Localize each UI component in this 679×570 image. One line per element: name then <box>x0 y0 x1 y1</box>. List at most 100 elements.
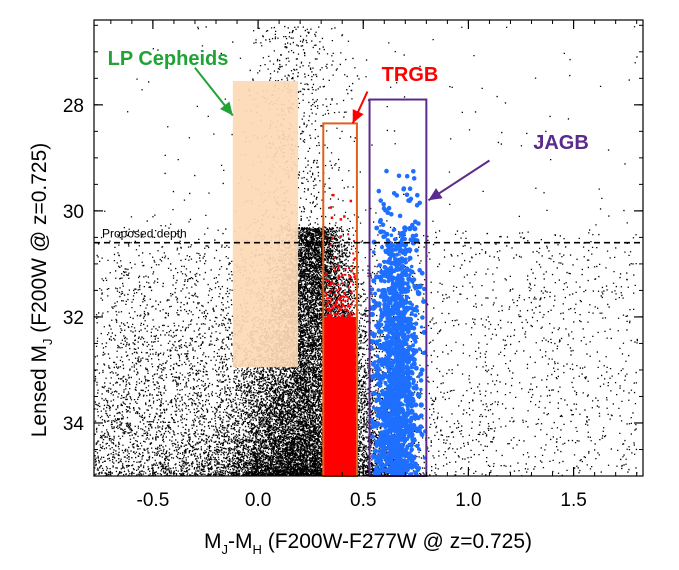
jagb-point <box>393 267 398 272</box>
jagb-point <box>410 233 416 239</box>
jagb-point <box>417 200 423 206</box>
jagb-point <box>414 426 420 433</box>
jagb-point <box>379 430 384 435</box>
jagb-point <box>371 390 377 396</box>
jagb-point <box>374 406 380 412</box>
jagb-point <box>417 347 422 351</box>
jagb-point <box>413 313 418 318</box>
y-axis-label-main: Lensed M <box>28 345 51 437</box>
jagb-point <box>410 334 416 340</box>
jagb-point <box>401 460 406 465</box>
jagb-point <box>397 467 402 472</box>
x-axis-label-sub1: J <box>222 542 229 557</box>
y-axis-label: Lensed MJ (F200W @ z=0.725) <box>28 143 55 438</box>
jagb-point <box>400 347 406 353</box>
jagb-point <box>397 250 402 254</box>
jagb-point <box>401 403 405 407</box>
jagb-point <box>376 375 383 381</box>
jagb-point <box>382 346 388 351</box>
jagb-point <box>402 354 407 358</box>
jagb-point <box>385 297 390 302</box>
jagb-point <box>388 335 392 339</box>
x-axis-label: MJ-MH (F200W-F277W @ z=0.725) <box>204 530 532 557</box>
jagb-point <box>403 298 407 303</box>
jagb-point <box>414 248 419 253</box>
jagb-point <box>414 471 419 475</box>
jagb-point <box>408 370 413 375</box>
jagb-point <box>389 212 394 217</box>
jagb-point <box>374 274 379 280</box>
y-tick-label: 34 <box>63 414 85 435</box>
lp-cepheids-label: LP Cepheids <box>108 48 229 70</box>
jagb-point <box>378 198 384 203</box>
jagb-point <box>383 407 387 411</box>
jagb-point <box>401 358 406 364</box>
jagb-point <box>390 311 396 316</box>
jagb-point <box>405 446 410 451</box>
y-tick-label: 32 <box>63 308 84 329</box>
jagb-point <box>383 424 388 430</box>
jagb-point <box>383 248 387 253</box>
jagb-point <box>370 423 376 429</box>
jagb-point <box>416 221 421 226</box>
jagb-point <box>402 420 408 426</box>
jagb-point <box>415 415 421 421</box>
jagb-point <box>375 354 380 358</box>
jagb-point <box>419 432 425 438</box>
jagb-point <box>410 306 415 311</box>
jagb-point <box>399 256 405 262</box>
jagb-point <box>392 417 396 421</box>
jagb-point <box>418 402 424 408</box>
jagb-point <box>407 186 413 191</box>
jagb-point <box>395 333 401 339</box>
jagb-point <box>389 411 395 416</box>
jagb-point <box>370 287 375 292</box>
jagb-point <box>405 412 410 417</box>
jagb-point <box>394 262 399 267</box>
jagb-point <box>373 466 380 473</box>
jagb-point <box>412 357 416 361</box>
jagb-point <box>422 456 426 460</box>
jagb-point <box>413 365 419 371</box>
trgb-dense-core <box>323 316 356 476</box>
jagb-point <box>380 245 384 250</box>
y-tick-label: 30 <box>63 202 84 223</box>
jagb-point <box>413 402 419 408</box>
jagb-point <box>379 464 385 469</box>
jagb-point <box>401 186 407 191</box>
jagb-point <box>407 360 412 364</box>
jagb-point <box>379 293 385 299</box>
jagb-point <box>398 231 404 237</box>
jagb-point <box>415 238 420 243</box>
jagb-label: JAGB <box>533 132 589 154</box>
jagb-point <box>395 242 401 248</box>
jagb-point <box>415 192 420 198</box>
x-tick-label: 0.0 <box>245 490 271 511</box>
plot-frame <box>93 19 644 477</box>
jagb-point <box>399 277 404 282</box>
jagb-point <box>381 206 387 211</box>
x-tick-label: -0.5 <box>137 490 170 511</box>
jagb-point <box>392 293 398 299</box>
jagb-point <box>406 344 413 350</box>
jagb-point <box>397 416 401 420</box>
jagb-point <box>388 265 394 271</box>
jagb-point <box>399 369 404 374</box>
jagb-point <box>408 398 413 402</box>
jagb-point <box>415 392 422 398</box>
jagb-point <box>408 442 414 448</box>
jagb-point <box>418 371 424 377</box>
jagb-point <box>400 271 405 275</box>
jagb-point <box>393 455 398 459</box>
jagb-point <box>370 420 374 424</box>
jagb-point <box>410 472 414 476</box>
jagb-point <box>417 447 421 451</box>
jagb-point <box>375 363 380 367</box>
jagb-point <box>405 329 411 335</box>
jagb-point <box>389 233 394 237</box>
jagb-point <box>405 281 410 287</box>
jagb-point <box>387 421 393 427</box>
jagb-point <box>403 228 408 233</box>
jagb-point <box>398 453 403 458</box>
